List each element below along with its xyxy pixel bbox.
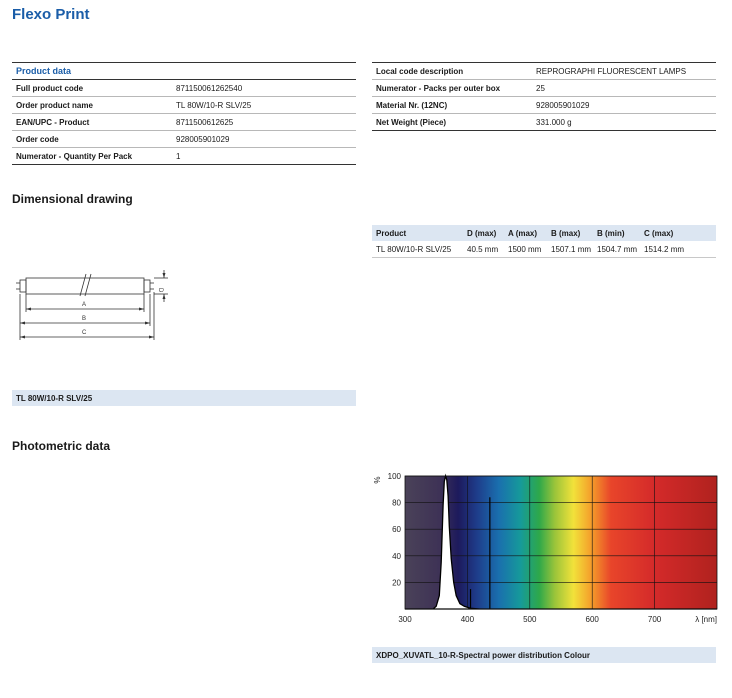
table-cell: 1500 mm [508,245,542,254]
column-header: B (max) [551,229,581,238]
table-cell: 1504.7 mm [597,245,638,254]
dimensional-table: Product D (max) A (max) B (max) B (min) … [372,225,716,258]
dim-label-d: D [157,288,163,293]
local-data-table: Local code description REPROGRAPHI FLUOR… [372,62,716,131]
row-label: Order code [16,135,59,144]
photometric-caption-text: XDPO_XUVATL_10-R-Spectral power distribu… [376,651,590,660]
column-header: Product [376,229,407,238]
row-value: TL 80W/10-R SLV/25 [176,101,252,110]
row-label: Numerator - Quantity Per Pack [16,152,133,161]
row-value: 331.000 g [536,118,572,127]
chart-x-tick-label: 500 [523,615,537,624]
row-value: 8711500612625 [176,118,234,127]
lamp-dimension-drawing: A B C D [16,270,168,340]
row-label: EAN/UPC - Product [16,118,90,127]
chart-x-tick-label: 600 [586,615,600,624]
table-row: Material Nr. (12NC) 928005901029 [372,97,716,114]
row-value: 928005901029 [536,101,590,110]
chart-y-tick-label: 60 [392,525,401,534]
column-header: D (max) [467,229,497,238]
chart-y-tick-label: 40 [392,552,401,561]
column-header: A (max) [508,229,538,238]
row-label: Full product code [16,84,84,93]
chart-series-line [405,473,717,610]
row-value: REPROGRAPHI FLUORESCENT LAMPS [536,67,687,76]
product-data-heading: Product data [16,66,72,76]
table-row: TL 80W/10-R SLV/25 40.5 mm 1500 mm 1507.… [372,241,716,258]
table-cell: 1507.1 mm [551,245,592,254]
dim-label-c: C [82,330,87,336]
table-cell: TL 80W/10-R SLV/25 [376,245,452,254]
table-row: Order product name TL 80W/10-R SLV/25 [12,97,356,114]
dim-label-b: B [82,316,86,322]
row-label: Local code description [376,67,464,76]
table-row: EAN/UPC - Product 8711500612625 [12,114,356,131]
product-data-heading-row: Product data [12,62,356,80]
row-label: Net Weight (Piece) [376,118,447,127]
chart-y-tick-label: 80 [392,499,401,508]
table-row: Full product code 871150061262540 [12,80,356,97]
dim-label-a: A [82,302,86,308]
table-row: Order code 928005901029 [12,131,356,148]
spectral-distribution-chart: 20 40 60 80 100 300 400 500 600 700% λ [nm] [373,472,718,624]
photometric-data-heading: Photometric data [12,439,111,453]
product-data-table: Product data Full product code 871150061… [12,62,356,165]
row-label: Material Nr. (12NC) [376,101,448,110]
chart-x-axis-label: λ [nm] [695,615,717,624]
chart-frame [404,475,718,610]
row-label: Order product name [16,101,93,110]
chart-plot-area [405,476,717,609]
table-row: Local code description REPROGRAPHI FLUOR… [372,62,716,80]
chart-x-tick-label: 400 [461,615,475,624]
table-row: Numerator - Quantity Per Pack 1 [12,148,356,165]
table-row: Net Weight (Piece) 331.000 g [372,114,716,131]
table-cell: 40.5 mm [467,245,499,254]
dimensional-drawing-heading: Dimensional drawing [12,192,133,206]
column-header: C (max) [644,229,674,238]
drawing-caption-text: TL 80W/10-R SLV/25 [16,394,93,403]
drawing-caption: TL 80W/10-R SLV/25 [12,390,356,406]
chart-y-tick-label: 100 [388,472,402,481]
chart-x-tick-label: 700 [648,615,662,624]
column-header: B (min) [597,229,625,238]
chart-y-tick-label: 20 [392,578,401,587]
table-cell: 1514.2 mm [644,245,685,254]
photometric-caption: XDPO_XUVATL_10-R-Spectral power distribu… [372,647,716,663]
chart-x-tick-label: 300 [398,615,412,624]
table-row: Numerator - Packs per outer box 25 [372,80,716,97]
dimensional-table-header: Product D (max) A (max) B (max) B (min) … [372,225,716,241]
row-value: 928005901029 [176,135,230,144]
page-title: Flexo Print [12,6,90,23]
row-value: 871150061262540 [176,84,243,93]
row-value: 1 [176,152,181,161]
chart-y-axis-label: % [373,476,382,483]
row-label: Numerator - Packs per outer box [376,84,501,93]
row-value: 25 [536,84,545,93]
